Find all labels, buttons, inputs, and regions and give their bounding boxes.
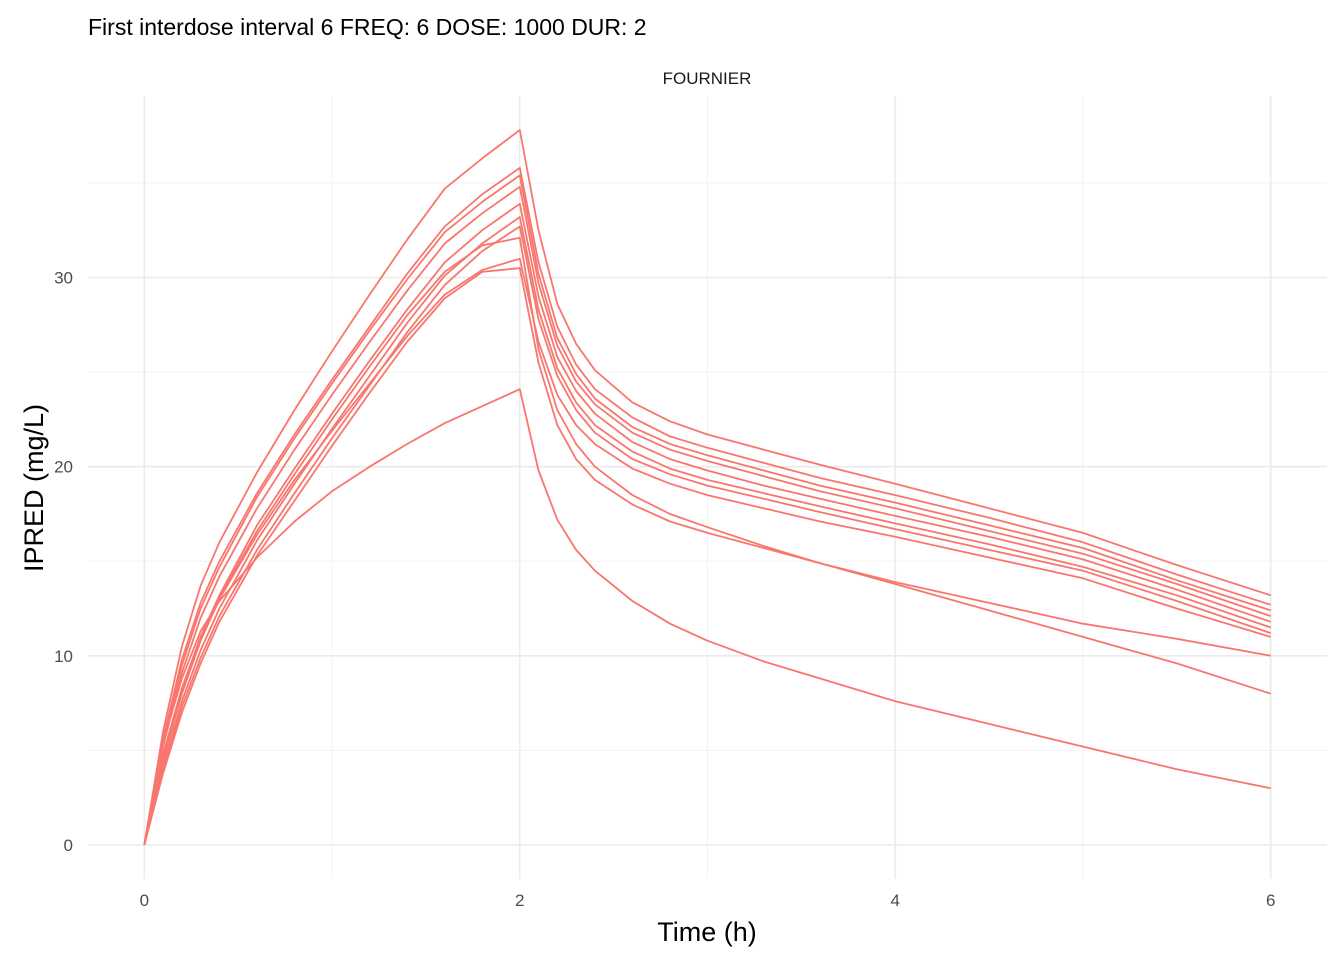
- series-line: [143, 185, 1271, 846]
- y-tick-label: 10: [54, 647, 73, 666]
- series-line: [143, 236, 1271, 846]
- series-line: [143, 166, 1271, 846]
- series-line: [143, 129, 1271, 846]
- x-tick-label: 2: [515, 891, 524, 910]
- y-tick-label: 0: [64, 836, 73, 855]
- facet-strip-label: FOURNIER: [663, 69, 752, 88]
- series-line: [143, 267, 1271, 846]
- y-tick-label: 20: [54, 458, 73, 477]
- series-lines: [143, 129, 1271, 846]
- x-tick-label: 6: [1266, 891, 1275, 910]
- y-axis-ticks: 0 10 20 30: [54, 269, 73, 855]
- chart-title: First interdose interval 6 FREQ: 6 DOSE:…: [88, 14, 647, 40]
- series-line: [143, 388, 1271, 846]
- x-tick-label: 0: [140, 891, 149, 910]
- x-axis-title: Time (h): [657, 917, 757, 947]
- y-tick-label: 30: [54, 269, 73, 288]
- series-line: [143, 225, 1271, 846]
- x-axis-ticks: 0 2 4 6: [140, 891, 1276, 910]
- x-tick-label: 4: [890, 891, 899, 910]
- grid: [88, 96, 1327, 879]
- series-line: [143, 257, 1271, 846]
- y-axis-title: IPRED (mg/L): [19, 404, 49, 572]
- series-line: [143, 174, 1271, 846]
- series-line: [143, 202, 1271, 846]
